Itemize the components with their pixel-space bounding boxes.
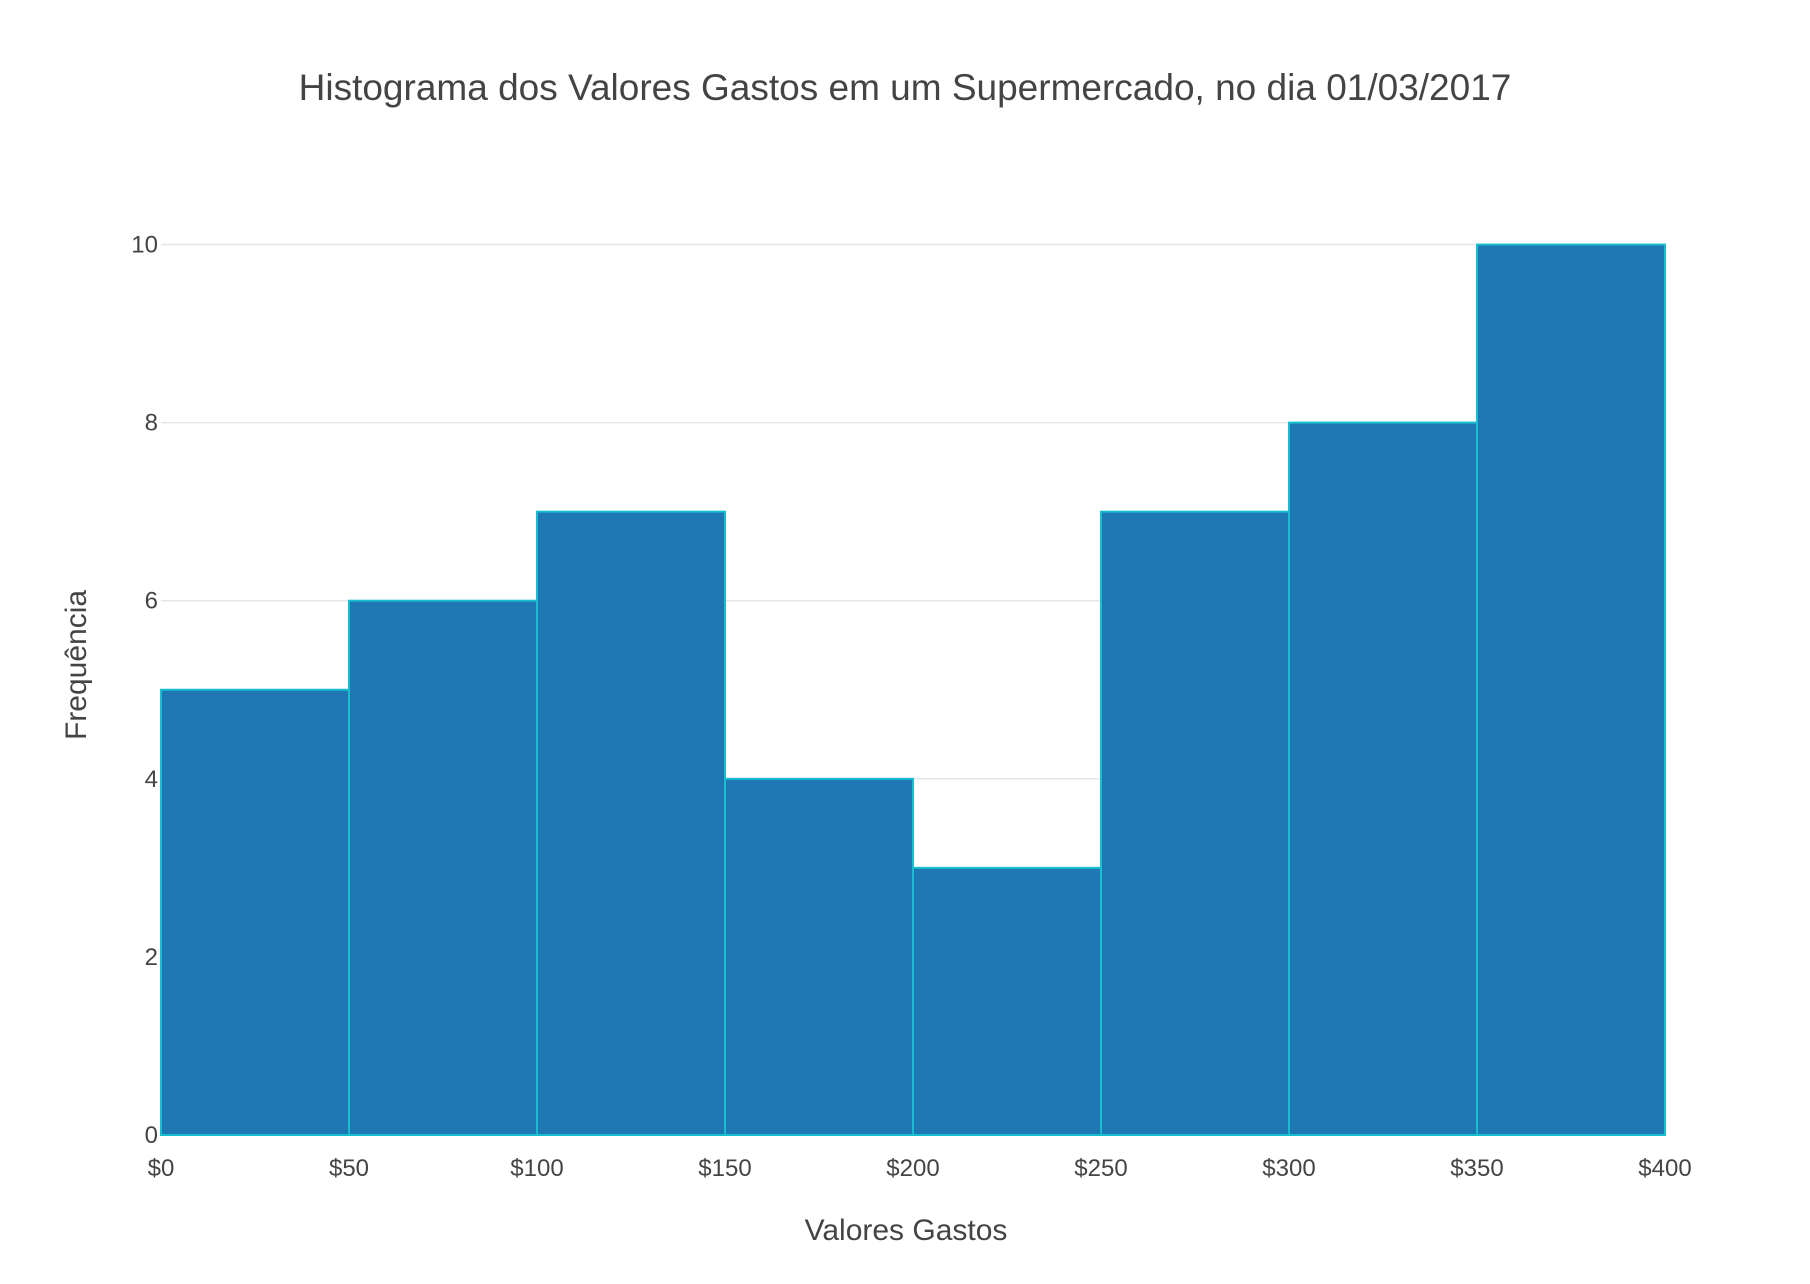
x-axis-title: Valores Gastos (805, 1214, 1008, 1247)
y-tick-label: 8 (145, 410, 158, 437)
x-tick-label: $50 (329, 1155, 369, 1182)
chart-title: Histograma dos Valores Gastos em um Supe… (299, 67, 1512, 108)
y-tick-label: 6 (145, 588, 158, 615)
x-tick-label: $350 (1450, 1155, 1503, 1182)
histogram-bar (1476, 243, 1666, 1136)
x-tick-label: $400 (1638, 1155, 1691, 1182)
histogram-bar (160, 688, 350, 1136)
x-axis-ticks: $0 $50 $100 $150 $200 $250 $300 $350 $400 (148, 1155, 1692, 1182)
x-tick-label: $250 (1074, 1155, 1127, 1182)
x-tick-label: $100 (510, 1155, 563, 1182)
y-axis-ticks: 0 2 4 6 8 10 (131, 232, 158, 1149)
histogram-bar (1288, 421, 1478, 1137)
x-tick-label: $0 (148, 1155, 175, 1182)
y-tick-label: 4 (145, 766, 158, 793)
y-tick-label: 2 (145, 944, 158, 971)
histogram-bar (536, 510, 726, 1136)
y-tick-label: 0 (145, 1122, 158, 1149)
y-axis-title: Frequência (60, 590, 93, 740)
histogram-bar (348, 599, 538, 1136)
histogram-bar (912, 866, 1102, 1136)
x-tick-label: $200 (886, 1155, 939, 1182)
histogram-bar (1100, 510, 1290, 1136)
bars (160, 243, 1666, 1137)
x-tick-label: $300 (1262, 1155, 1315, 1182)
x-tick-label: $150 (698, 1155, 751, 1182)
histogram-bar (724, 777, 914, 1136)
y-tick-label: 10 (131, 232, 158, 259)
